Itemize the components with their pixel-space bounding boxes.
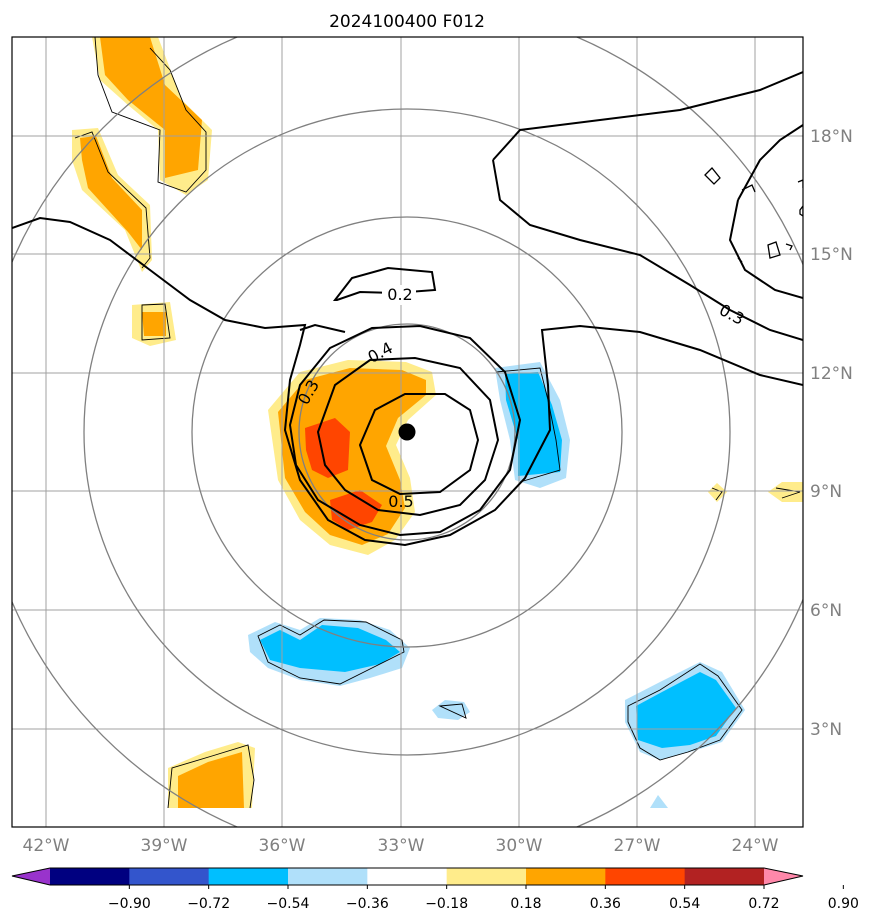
map-frame (11, 36, 804, 828)
colorbar-tick-label: −0.54 (267, 896, 310, 912)
colorbar-swatch (684, 868, 765, 885)
colorbar-extend-high (764, 868, 803, 885)
colorbar-tick-label: −0.18 (425, 896, 468, 912)
colorbar-swatch (288, 868, 368, 885)
storm-center-marker (398, 423, 416, 441)
colorbar-swatch (367, 868, 448, 885)
lon-tick: 24°W (732, 836, 779, 856)
colorbar-tick-label: 0.54 (669, 896, 700, 912)
colorbar-swatch (129, 868, 210, 885)
lat-tick-labels: 18°N 15°N 12°N 9°N 6°N 3°N (810, 127, 853, 740)
lat-tick: 12°N (810, 364, 853, 384)
colorbar-tick-label: 0.72 (748, 896, 779, 912)
colorbar-tick-label: 0.18 (510, 896, 541, 912)
colorbar-swatch (605, 868, 686, 885)
anomaly-outlines (74, 37, 801, 809)
small-contour-islands (704, 167, 803, 263)
colorbar-swatch (50, 868, 130, 885)
lon-tick: 42°W (23, 836, 70, 856)
colorbar-tick-label: −0.36 (346, 896, 389, 912)
contour-label-0.2: 0.2 (387, 285, 412, 304)
lon-tick: 30°W (496, 836, 543, 856)
lon-tick: 27°W (614, 836, 661, 856)
lon-tick-labels: 42°W 39°W 36°W 33°W 30°W 27°W 24°W (23, 836, 779, 856)
lat-tick: 18°N (810, 127, 853, 147)
lat-tick: 3°N (810, 720, 842, 740)
colorbar-tick-label: 0.90 (828, 896, 859, 912)
colorbar-extend-low (12, 868, 50, 885)
lat-tick: 6°N (810, 601, 842, 621)
colorbar-swatch (526, 868, 606, 885)
colorbar-swatch (208, 868, 289, 885)
colorbar: −0.90 −0.72 −0.54 −0.36 −0.18 0.18 0.36 0.54 0.7… (11, 867, 859, 912)
field-contours (12, 71, 803, 547)
colorbar-tick-labels: −0.90 −0.72 −0.54 −0.36 −0.18 0.18 0.36 0.54 0.7… (108, 885, 859, 912)
colorbar-swatch (446, 868, 527, 885)
lon-tick: 39°W (141, 836, 188, 856)
range-rings (12, 37, 803, 827)
colorbar-swatches (12, 868, 803, 885)
colorbar-tick-label: −0.72 (187, 896, 230, 912)
lat-tick: 9°N (810, 482, 842, 502)
lon-tick: 36°W (259, 836, 306, 856)
map-area: 0.2 0.4 0.3 0.5 0.3 (12, 37, 803, 827)
gridlines (12, 37, 803, 827)
colorbar-tick-label: 0.36 (590, 896, 621, 912)
figure-title: 2024100400 F012 (329, 12, 485, 32)
colorbar-tick-label: −0.90 (108, 896, 151, 912)
contour-label-0.5: 0.5 (388, 492, 413, 511)
lon-tick: 33°W (378, 836, 425, 856)
colorbar-outline (11, 867, 804, 886)
lat-tick: 15°N (810, 245, 853, 265)
